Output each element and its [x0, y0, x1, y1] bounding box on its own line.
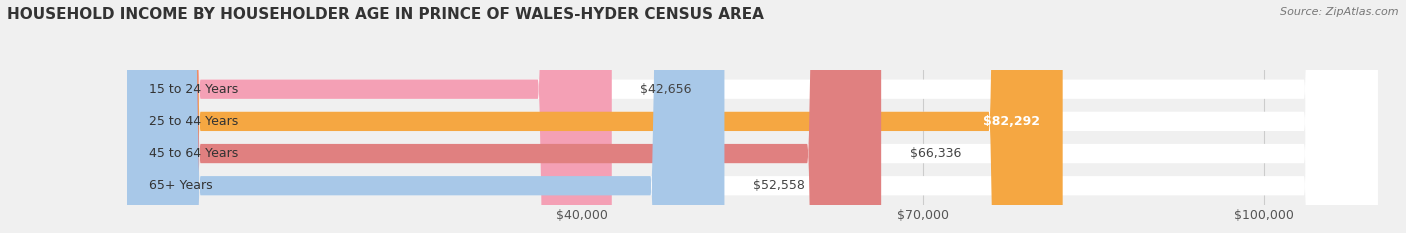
FancyBboxPatch shape	[127, 0, 1378, 233]
Text: $42,656: $42,656	[640, 83, 692, 96]
Text: $52,558: $52,558	[752, 179, 804, 192]
FancyBboxPatch shape	[127, 0, 1378, 233]
FancyBboxPatch shape	[127, 0, 724, 233]
Text: $66,336: $66,336	[910, 147, 960, 160]
FancyBboxPatch shape	[127, 0, 882, 233]
FancyBboxPatch shape	[127, 0, 1378, 233]
Text: $82,292: $82,292	[983, 115, 1040, 128]
Text: Source: ZipAtlas.com: Source: ZipAtlas.com	[1281, 7, 1399, 17]
Text: 45 to 64 Years: 45 to 64 Years	[149, 147, 239, 160]
Text: 25 to 44 Years: 25 to 44 Years	[149, 115, 239, 128]
FancyBboxPatch shape	[127, 0, 1063, 233]
Text: 65+ Years: 65+ Years	[149, 179, 212, 192]
FancyBboxPatch shape	[127, 0, 1378, 233]
Text: 15 to 24 Years: 15 to 24 Years	[149, 83, 239, 96]
FancyBboxPatch shape	[127, 0, 612, 233]
Text: HOUSEHOLD INCOME BY HOUSEHOLDER AGE IN PRINCE OF WALES-HYDER CENSUS AREA: HOUSEHOLD INCOME BY HOUSEHOLDER AGE IN P…	[7, 7, 763, 22]
